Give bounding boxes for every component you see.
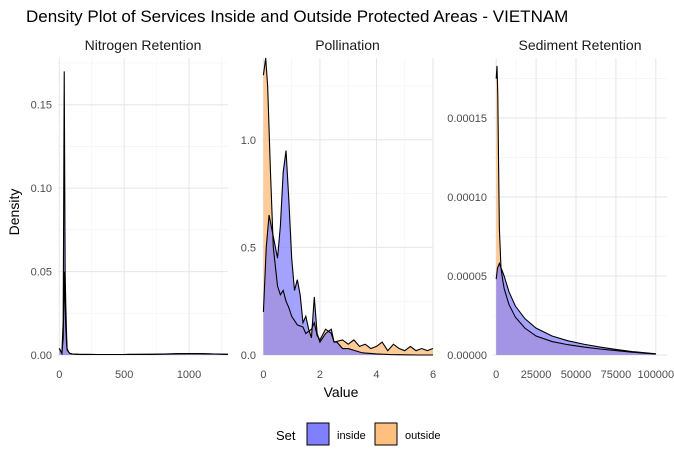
legend: Set inside outside [276,422,440,446]
facet-title: Nitrogen Retention [85,37,202,53]
density-line-inside [495,261,656,355]
facet-title: Pollination [315,37,380,53]
y-tick-label: 0.10 [31,183,52,195]
legend-swatch-inside [306,422,330,446]
chart-title: Density Plot of Services Inside and Outs… [26,7,568,26]
x-tick-label: 50000 [561,369,592,381]
x-tick-label: 1000 [177,369,201,381]
y-tick-label: 0.00 [31,350,52,362]
legend-label-outside: outside [405,430,440,442]
y-axis-title: Density [6,189,22,236]
x-axis-title: Value [324,384,359,400]
y-tick-label: 0.0 [241,350,256,362]
y-tick-label: 0.00005 [447,271,487,283]
facet-panel: 0 2 4 6 0.0 0.5 1.0 Pollination [241,37,436,381]
y-tick-label: 0.00010 [447,192,487,204]
y-tick-label: 0.15 [31,100,52,112]
facet-panel: 0 500 1000 0.00 0.05 0.10 0.15 Nitrogen Retenti… [31,37,229,381]
legend-title: Set [276,428,296,443]
density-area-inside [496,263,656,355]
x-tick-label: 500 [115,369,133,381]
density-line-inside [58,71,229,356]
x-tick-label: 0 [493,369,499,381]
legend-label-inside: inside [337,430,366,442]
x-tick-label: 4 [373,369,379,381]
legend-swatch-outside [374,422,398,446]
x-tick-label: 6 [430,369,436,381]
density-line-inside [262,150,433,356]
y-tick-label: 0.00015 [447,113,487,125]
y-tick-label: 1.0 [241,135,256,147]
density-area-inside [59,71,228,355]
x-tick-label: 0 [260,369,266,381]
y-tick-label: 0.5 [241,242,256,254]
y-tick-label: 0.00000 [447,350,487,362]
density-area-inside [263,150,433,355]
x-tick-label: 0 [56,369,62,381]
x-tick-label: 25000 [521,369,552,381]
facet-title: Sediment Retention [519,37,642,53]
facet-panel: 0 25000 50000 75000 100000 0.00000 0.00005 0.00… [447,37,674,381]
x-tick-label: 2 [317,369,323,381]
x-tick-label: 75000 [601,369,632,381]
density-line-outside [495,65,656,355]
x-tick-label: 100000 [637,369,674,381]
y-tick-label: 0.05 [31,267,52,279]
